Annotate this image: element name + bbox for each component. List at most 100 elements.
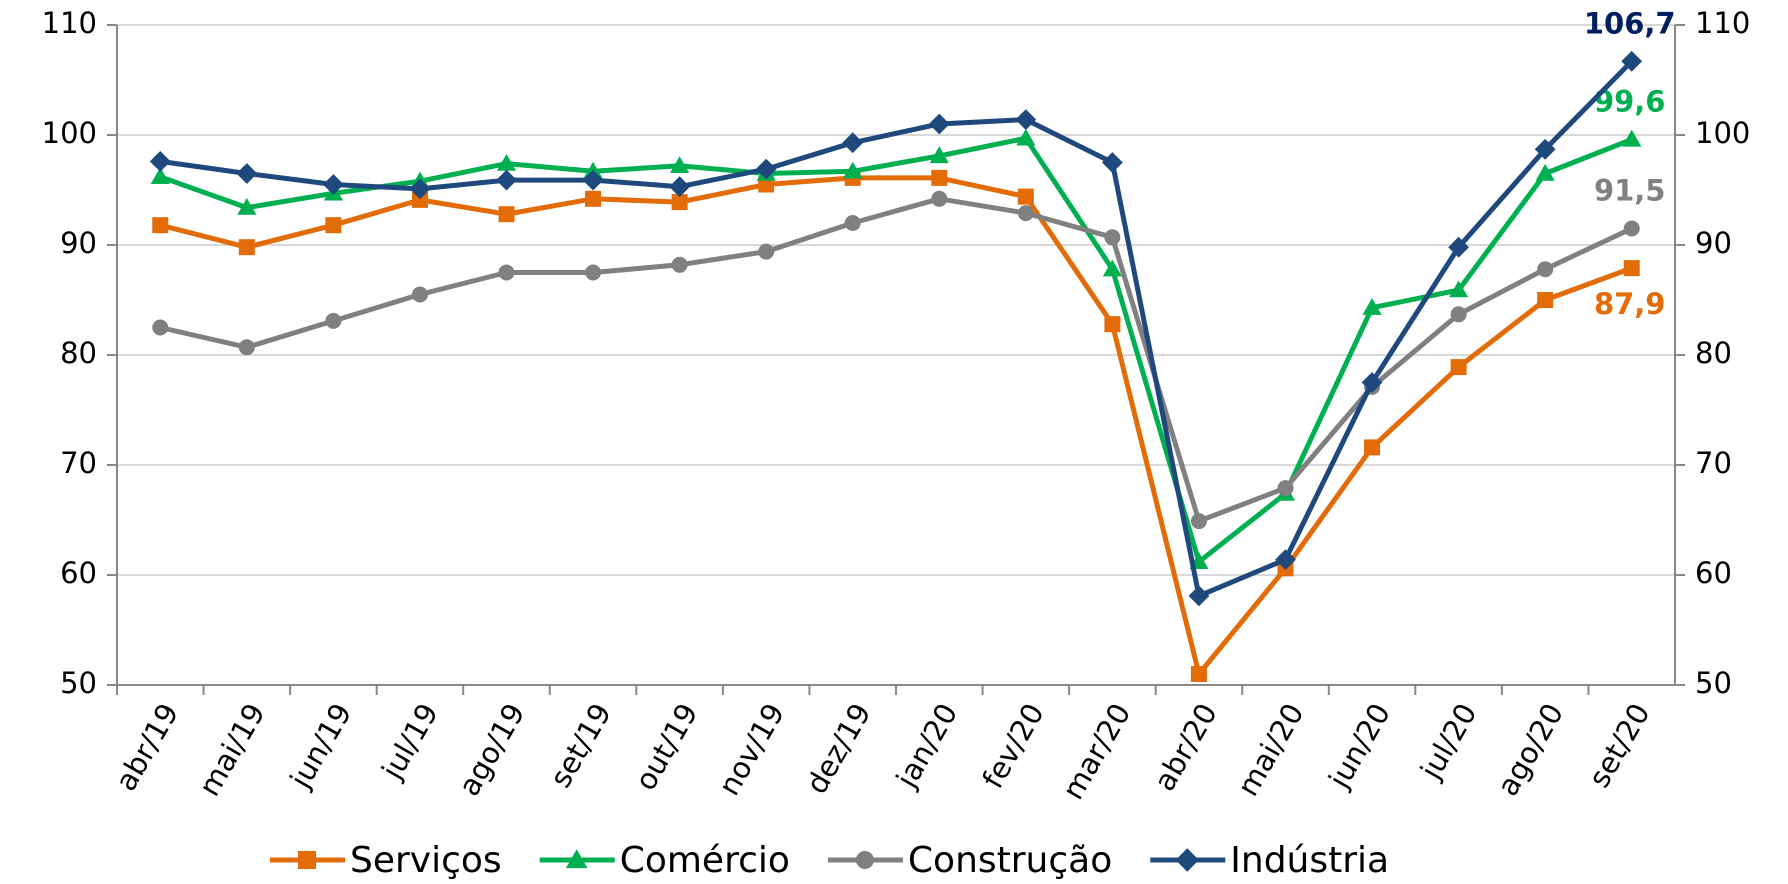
- y2-tick-label: 110: [1695, 6, 1750, 40]
- point: [1534, 138, 1556, 160]
- point: [1364, 439, 1381, 456]
- x-tick-label: nov/19: [712, 698, 791, 802]
- legend-label: Comércio: [620, 840, 790, 881]
- point: [496, 169, 517, 191]
- y2-tick-label: 80: [1695, 336, 1732, 370]
- legend-marker: [298, 851, 316, 869]
- point: [931, 169, 948, 186]
- x-tick-label: mar/20: [1056, 698, 1138, 806]
- point: [498, 264, 515, 281]
- x-tick-label: jan/20: [889, 698, 964, 795]
- series-line: [159, 175, 1633, 677]
- legend-item: Construção: [827, 840, 1112, 881]
- point: [236, 163, 258, 184]
- x-tick-label: ago/20: [1490, 698, 1570, 802]
- x-tick-label: set/19: [543, 698, 618, 794]
- point: [238, 339, 255, 356]
- point: [1448, 236, 1470, 258]
- series-line: [159, 135, 1633, 565]
- point: [1275, 549, 1296, 570]
- legend-label: Construção: [908, 840, 1112, 881]
- point: [669, 176, 691, 198]
- legend-marker: [855, 851, 874, 869]
- x-tick-label: jul/19: [374, 698, 445, 786]
- y2-tick-label: 70: [1695, 446, 1732, 480]
- x-tick-label: fev/20: [975, 698, 1050, 795]
- point: [1537, 261, 1554, 278]
- data-label: 87,9: [1594, 287, 1666, 321]
- point: [929, 146, 949, 164]
- point: [758, 243, 775, 260]
- point: [322, 174, 344, 195]
- point: [1450, 306, 1467, 323]
- series-line: [159, 196, 1633, 524]
- point: [237, 198, 257, 215]
- point: [1449, 280, 1469, 298]
- point: [1535, 163, 1555, 181]
- point: [1450, 359, 1467, 376]
- legend-marker: [1175, 848, 1199, 872]
- point: [1623, 260, 1640, 277]
- point: [1622, 129, 1642, 147]
- point: [1277, 480, 1294, 497]
- point: [1017, 188, 1034, 205]
- x-tick-label: abr/19: [108, 698, 185, 797]
- data-label: 91,5: [1594, 174, 1666, 208]
- point: [585, 190, 602, 207]
- series-line: [159, 59, 1634, 599]
- point: [152, 319, 169, 336]
- x-tick-label: jun/20: [1321, 698, 1397, 795]
- point: [325, 217, 342, 234]
- x-tick-label: out/19: [628, 698, 705, 797]
- point: [671, 194, 688, 211]
- point: [1623, 220, 1640, 237]
- legend-item: Comércio: [539, 840, 790, 881]
- point: [149, 151, 171, 172]
- point: [1016, 128, 1036, 146]
- point: [1190, 666, 1207, 682]
- point: [409, 178, 431, 200]
- point: [498, 206, 515, 223]
- x-tick-label: set/20: [1582, 698, 1657, 794]
- x-tick-label: dez/19: [799, 698, 878, 800]
- y-tick-label: 110: [42, 6, 97, 40]
- point: [238, 239, 255, 256]
- point: [1188, 585, 1210, 607]
- point: [1537, 292, 1554, 308]
- y-tick-label: 50: [60, 666, 97, 700]
- legend-marker: [565, 849, 588, 869]
- legend-item: Indústria: [1150, 840, 1389, 881]
- point: [755, 158, 777, 180]
- y2-tick-label: 100: [1695, 116, 1750, 150]
- legend-label: Indústria: [1230, 840, 1389, 881]
- point: [325, 312, 342, 329]
- y2-tick-label: 50: [1695, 666, 1732, 700]
- point: [842, 132, 864, 154]
- y-tick-label: 80: [60, 336, 97, 370]
- point: [843, 161, 863, 179]
- legend-item: Serviços: [270, 840, 502, 881]
- x-tick-label: jun/19: [283, 698, 359, 795]
- point: [671, 256, 688, 273]
- x-tick-label: mai/19: [192, 698, 272, 802]
- data-label: 106,7: [1584, 6, 1676, 40]
- x-tick-label: ago/19: [452, 698, 532, 802]
- point: [496, 154, 517, 171]
- point: [1102, 259, 1122, 277]
- y-tick-label: 70: [60, 446, 97, 480]
- point: [150, 167, 170, 184]
- point: [928, 113, 950, 135]
- point: [1104, 229, 1121, 246]
- x-tick-label: jul/20: [1413, 698, 1484, 786]
- point: [1361, 372, 1383, 393]
- x-tick-label: mai/20: [1231, 698, 1311, 802]
- point: [1362, 298, 1382, 315]
- point: [1104, 316, 1121, 333]
- x-tick-label: abr/20: [1147, 698, 1224, 797]
- y2-tick-label: 60: [1695, 556, 1732, 590]
- point: [670, 156, 690, 173]
- point: [1190, 513, 1207, 530]
- point: [1101, 152, 1123, 173]
- point: [1621, 50, 1643, 72]
